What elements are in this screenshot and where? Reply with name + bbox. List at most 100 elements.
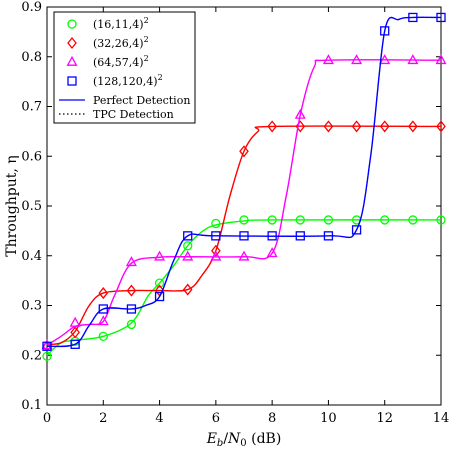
marker-square [126, 304, 137, 314]
marker-diamond [351, 120, 362, 133]
legend-line-label: TPC Detection [93, 108, 174, 121]
legend-superscript: 2 [144, 35, 149, 44]
marker-diamond [182, 283, 193, 296]
marker-triangle [154, 250, 166, 261]
marker-diamond [379, 120, 390, 133]
marker-triangle [182, 250, 194, 261]
y-tick-label: 0.9 [21, 0, 42, 15]
legend-superscript: 2 [144, 16, 149, 25]
marker-square [351, 225, 362, 235]
marker-circle [67, 19, 77, 29]
axis-ticks: 0 2 4 6 8 10 12 14 0.1 0.2 0.3 0.4 0.5 0.6 0.7 0.8 0.9 [21, 0, 449, 426]
marker-circle [295, 215, 305, 225]
marker-triangle [97, 315, 109, 326]
marker-circle [408, 215, 418, 225]
legend-label: (64,57,4)2 [93, 54, 149, 69]
marker-square [323, 231, 334, 241]
marker-diamond [126, 284, 137, 297]
y-tick-label: 0.8 [21, 50, 42, 65]
marker-square [239, 231, 249, 241]
y-tick-label: 0.5 [21, 199, 42, 214]
x-tick-label: 14 [433, 411, 450, 426]
marker-diamond [239, 145, 249, 158]
legend-label: (16,11,4)2 [93, 16, 149, 31]
x-tick-label: 2 [99, 411, 107, 426]
x-axis-label: Eb/N0 (dB) [206, 431, 282, 449]
marker-circle [183, 241, 193, 251]
marker-square [183, 231, 193, 241]
marker-triangle [238, 250, 250, 261]
marker-square [67, 76, 77, 86]
marker-square [154, 291, 165, 302]
marker-square [42, 341, 52, 351]
marker-diamond [70, 326, 80, 339]
legend: (16,11,4)2 (32,26,4)2 (64,57,4)2 (128,120,4… [53, 11, 196, 124]
marker-triangle [69, 316, 81, 327]
curve-tpc-detection [46, 16, 442, 347]
x-tick-label: 8 [268, 411, 276, 426]
y-tick-label: 0.1 [21, 398, 42, 413]
marker-diamond [98, 287, 109, 300]
marker-triangle [210, 250, 222, 261]
marker-diamond [67, 36, 77, 50]
marker-triangle [435, 54, 447, 65]
marker-circle [267, 215, 277, 225]
marker-triangle [41, 339, 53, 350]
marker-circle [380, 215, 390, 225]
legend-item-3: (64,57,4)2 [66, 54, 149, 69]
marker-circle [154, 278, 165, 288]
marker-square [295, 231, 305, 241]
marker-diamond [436, 120, 446, 133]
marker-triangle [294, 108, 306, 119]
legend-superscript: 2 [158, 73, 163, 82]
marker-square [436, 12, 446, 23]
marker-circle [211, 218, 221, 229]
marker-circle [126, 319, 137, 330]
y-tick-label: 0.3 [21, 299, 42, 314]
marker-circle [239, 215, 249, 225]
marker-circle [98, 331, 108, 341]
x-tick-label: 6 [212, 411, 220, 426]
marker-triangle [379, 54, 391, 65]
y-axis-label: Throughput, η [4, 155, 20, 256]
marker-square [211, 231, 221, 241]
marker-diamond [211, 244, 221, 257]
curve-perfect-detection [46, 59, 442, 346]
marker-square [267, 231, 277, 241]
marker-triangle [125, 256, 137, 267]
legend-item-4: (128,120,4)2 [67, 73, 163, 88]
marker-diamond [295, 120, 306, 133]
legend-line-label: Perfect Detection [93, 94, 190, 107]
legend-box [53, 11, 196, 124]
x-tick-label: 0 [43, 411, 51, 426]
marker-diamond [323, 120, 334, 133]
x-tick-label: 12 [376, 411, 393, 426]
legend-line-item-1: Perfect Detection [59, 94, 190, 107]
legend-item-1: (16,11,4)2 [67, 16, 149, 31]
marker-circle [436, 215, 446, 225]
series-3 [41, 54, 447, 350]
x-tick-label: 4 [155, 411, 163, 426]
y-tick-label: 0.4 [21, 249, 42, 264]
marker-square [98, 304, 108, 314]
x-tick-label: 10 [320, 411, 337, 426]
marker-triangle [351, 54, 363, 65]
series-layer [41, 12, 447, 361]
marker-triangle [266, 247, 278, 258]
marker-square [408, 12, 418, 23]
marker-square [380, 26, 390, 36]
legend-label: (32,26,4)2 [93, 35, 149, 50]
marker-diamond [267, 120, 277, 133]
marker-triangle [66, 55, 78, 66]
marker-triangle [407, 54, 419, 65]
series-4 [42, 12, 446, 351]
legend-line-item-2: TPC Detection [59, 108, 174, 121]
marker-circle [323, 215, 334, 225]
legend-superscript: 2 [144, 54, 149, 63]
legend-label: (128,120,4)2 [93, 73, 163, 88]
marker-triangle [322, 54, 334, 65]
y-tick-label: 0.7 [21, 100, 42, 115]
y-tick-label: 0.2 [21, 348, 42, 363]
legend-item-2: (32,26,4)2 [67, 35, 149, 50]
